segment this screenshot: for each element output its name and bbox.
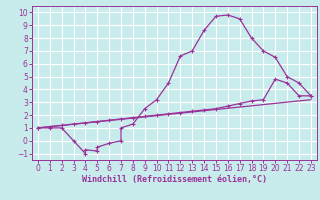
X-axis label: Windchill (Refroidissement éolien,°C): Windchill (Refroidissement éolien,°C) xyxy=(82,175,267,184)
